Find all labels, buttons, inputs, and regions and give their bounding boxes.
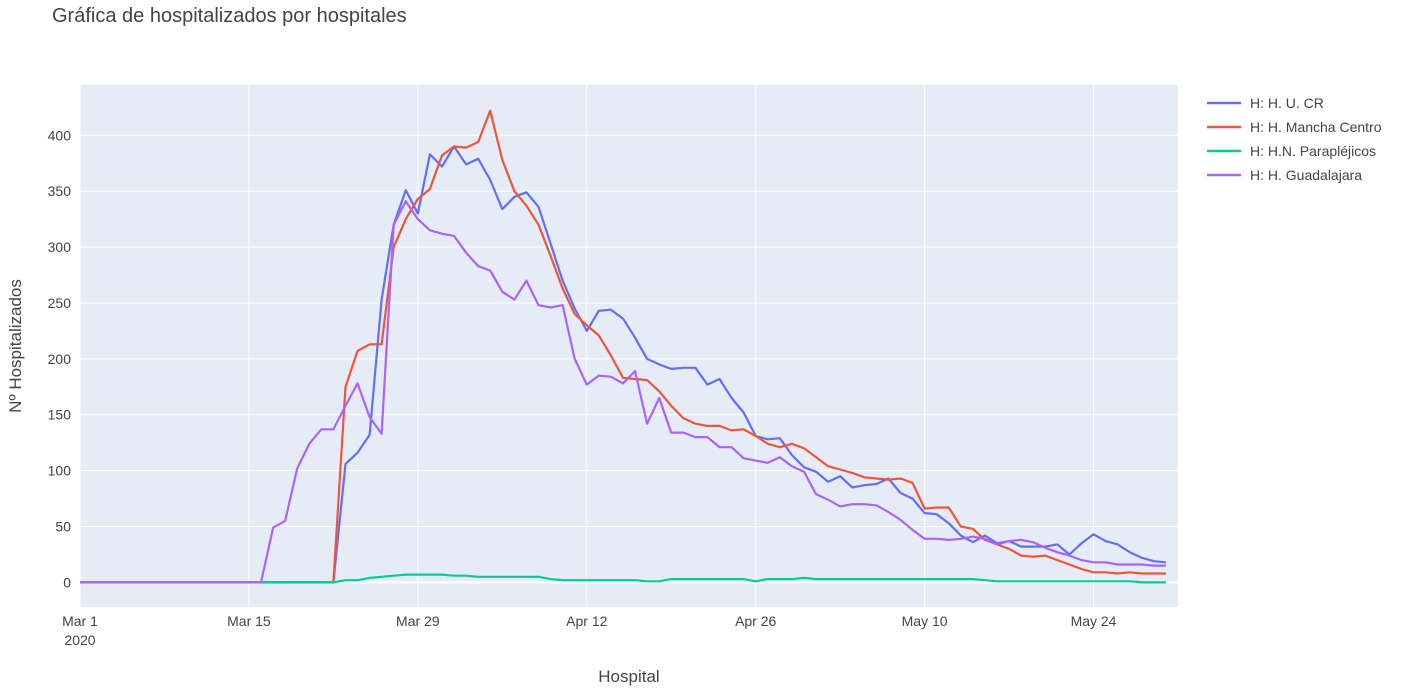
legend-label: H: H. Mancha Centro bbox=[1250, 119, 1382, 135]
y-tick-label: 250 bbox=[48, 295, 72, 311]
y-tick-label: 350 bbox=[48, 183, 72, 199]
y-tick-label: 300 bbox=[48, 239, 72, 255]
x-tick-label: Mar 29 bbox=[396, 613, 440, 629]
series-line-1 bbox=[80, 145, 1167, 584]
y-axis-ticks: 0 50 100 150 200 250 300 350 400 bbox=[48, 127, 72, 590]
legend: H: H. U. CR H: H. Mancha Centro H: H.N. Pa… bbox=[1207, 95, 1382, 183]
x-tick-label: May 24 bbox=[1071, 613, 1117, 629]
plot-area bbox=[80, 85, 1178, 607]
series-line-2 bbox=[80, 109, 1166, 584]
x-tick-label: May 10 bbox=[902, 613, 948, 629]
y-tick-label: 400 bbox=[48, 127, 72, 143]
y-tick-label: 200 bbox=[48, 351, 72, 367]
series-lines bbox=[80, 109, 1167, 584]
legend-label: H: H. Guadalajara bbox=[1250, 167, 1362, 183]
x-tick-label: Apr 12 bbox=[566, 613, 607, 629]
y-tick-label: 0 bbox=[63, 574, 71, 590]
x-tick-label: Mar 15 bbox=[227, 613, 271, 629]
y-tick-label: 50 bbox=[55, 519, 71, 535]
series-line-3 bbox=[80, 573, 1166, 584]
x-axis-ticks: Mar 1 2020 Mar 15 Mar 29 Apr 12 Apr 26 May 10 M… bbox=[62, 613, 1117, 648]
legend-label: H: H. U. CR bbox=[1250, 95, 1324, 111]
legend-label: H: H.N. Parapléjicos bbox=[1250, 143, 1376, 159]
y-axis-title: Nº Hospitalizados bbox=[6, 279, 25, 413]
gridlines bbox=[79, 85, 1178, 607]
y-tick-label: 100 bbox=[48, 463, 72, 479]
x-tick-year-label: 2020 bbox=[64, 632, 95, 648]
x-axis-title: Hospital bbox=[598, 667, 659, 686]
chart-title: Gráfica de hospitalizados por hospitales bbox=[52, 5, 407, 27]
x-tick-label: Apr 26 bbox=[735, 613, 776, 629]
y-tick-label: 150 bbox=[48, 407, 72, 423]
x-tick-label: Mar 1 bbox=[62, 613, 98, 629]
series-line-4 bbox=[80, 200, 1166, 584]
